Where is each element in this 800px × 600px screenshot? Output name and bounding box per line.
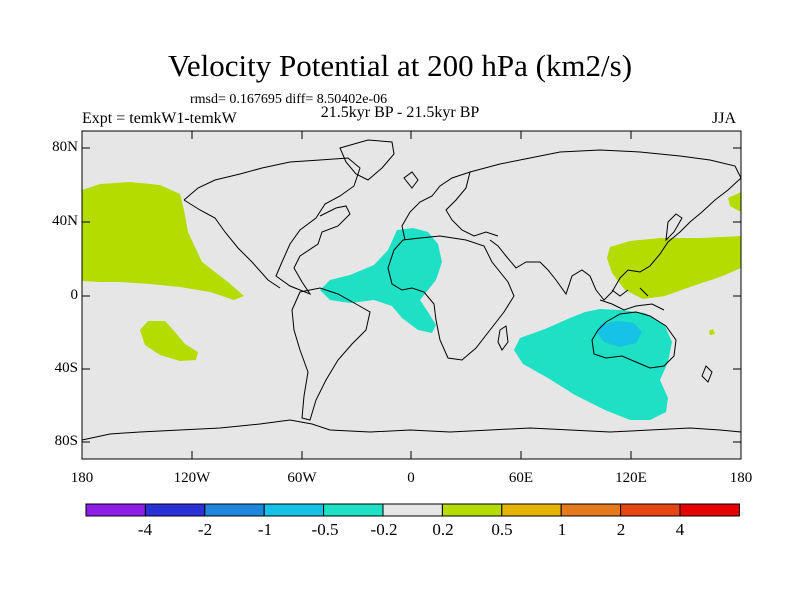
colorbar-box [323, 503, 384, 517]
experiment-label: Expt = temkW1-temkW [82, 110, 237, 127]
south-pacific-positive [140, 321, 198, 361]
stats-label: rmsd= 0.167695 diff= 8.50402e-06 [190, 92, 388, 107]
colorbar [85, 503, 740, 517]
small-positive-spot [709, 329, 715, 335]
colorbar-label: -1 [257, 520, 273, 539]
colorbar-box [620, 503, 681, 517]
colorbar-label: 0.5 [491, 520, 513, 539]
x-tick-label: 120E [615, 470, 647, 486]
colorbar-label: -4 [137, 520, 153, 539]
west-pacific-positive [607, 236, 741, 299]
coastlines [81, 139, 742, 441]
australia-coast [591, 311, 677, 369]
colorbar-box [382, 503, 443, 517]
new-zealand-coast [701, 365, 713, 383]
colorbar-label: -0.5 [311, 520, 339, 539]
x-tick-label: 60W [287, 470, 317, 486]
dateline-north-positive [728, 192, 741, 212]
x-tick-label: 60E [508, 470, 534, 486]
x-tick-label: 180 [70, 470, 94, 486]
colorbar-label: 2 [616, 520, 626, 539]
colorbar-label: -0.2 [370, 520, 398, 539]
x-tick-label: 180 [729, 470, 753, 486]
colorbar-box [263, 503, 325, 517]
greenland-coast [339, 139, 395, 181]
y-tick-label: 80N [52, 139, 78, 155]
chart-title: Velocity Potential at 200 hPa (km2/s) [167, 48, 633, 83]
colorbar-box [560, 503, 622, 517]
y-axis-ticks [82, 147, 741, 443]
madagascar-coast [497, 325, 509, 351]
season-label: JJA [711, 110, 736, 127]
period-label: 21.5kyr BP - 21.5kyr BP [320, 104, 480, 121]
south-america-coast [291, 287, 371, 421]
colorbar-box [679, 503, 740, 517]
y-tick-label: 80S [54, 433, 78, 449]
europe-coast [401, 171, 499, 241]
africa-coast [387, 235, 515, 361]
x-tick-label: 0 [407, 470, 415, 486]
y-tick-label: 40N [52, 213, 78, 229]
colorbar-label: 4 [675, 520, 685, 539]
atlantic-africa-negative [320, 228, 442, 333]
antarctica-coast [81, 419, 742, 441]
colorbar-label: 1 [557, 520, 567, 539]
colorbar-label: 0.2 [432, 520, 454, 539]
colorbar-label: -2 [197, 520, 213, 539]
colorbar-box [85, 503, 146, 517]
colorbar-box [441, 503, 503, 517]
y-tick-label: 40S [54, 360, 78, 376]
colorbar-box [144, 503, 206, 517]
y-tick-label: 0 [70, 287, 79, 303]
asia-coast [469, 149, 742, 301]
colorbar-box [501, 503, 562, 517]
north-pacific-positive [82, 182, 244, 300]
north-america-coast [183, 157, 361, 296]
positive-anomaly-regions [82, 182, 741, 361]
indonesia-coast [599, 287, 665, 311]
x-axis-ticks [81, 131, 742, 459]
japan-coast [665, 213, 683, 242]
x-tick-label: 120W [173, 470, 211, 486]
colorbar-box [204, 503, 265, 517]
australia-moderate-negative [597, 321, 642, 347]
